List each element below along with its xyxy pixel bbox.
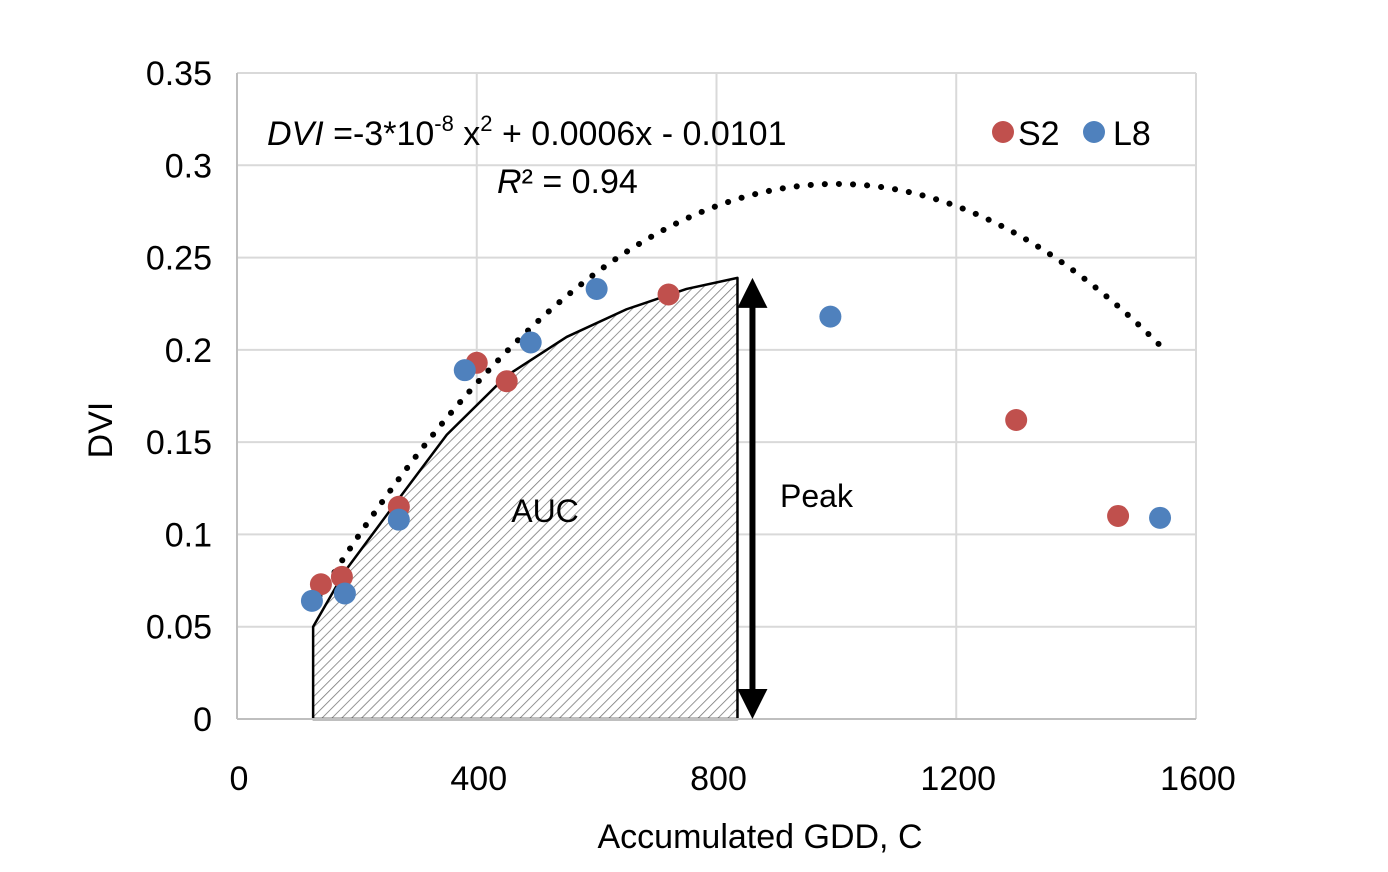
- data-point-l8: [300, 589, 323, 612]
- legend-marker-l8: [1083, 121, 1105, 143]
- data-point-s2: [657, 283, 680, 306]
- equation-variable: DVI: [267, 115, 324, 153]
- data-point-l8: [387, 508, 410, 531]
- r-squared-text: R² = 0.94: [497, 163, 638, 201]
- y-tick-label: 0.2: [165, 332, 212, 370]
- data-point-l8: [519, 331, 542, 354]
- tick-labels: 0 400 800 1200 1600 0 0.05 0.1 0.15 0.2 0.25 0.3 0.3…: [146, 55, 1236, 798]
- y-axis-label: DVI: [82, 402, 120, 459]
- equation-x: x: [454, 115, 480, 153]
- y-tick-label: 0.1: [165, 516, 212, 554]
- data-point-l8: [585, 277, 608, 300]
- x-tick-label: 800: [690, 760, 747, 798]
- equation-exponent-1: -8: [434, 111, 454, 136]
- data-point-s2: [330, 565, 353, 588]
- legend-marker-s2: [992, 121, 1014, 143]
- r-squared-variable: R: [497, 163, 522, 201]
- data-point-s2: [1005, 408, 1028, 431]
- y-tick-label: 0: [193, 701, 212, 739]
- data-point-l8: [819, 305, 842, 328]
- data-points: [300, 277, 1172, 612]
- x-tick-label: 1600: [1160, 760, 1236, 798]
- legend-label-s2: S2: [1018, 115, 1060, 153]
- x-tick-label: 0: [230, 760, 249, 798]
- legend: S2 L8: [992, 115, 1151, 153]
- equation-coefficient: =-3*10: [324, 115, 435, 153]
- equation-rest: + 0.0006x - 0.0101: [493, 115, 787, 153]
- y-tick-label: 0.25: [146, 240, 212, 278]
- y-tick-label: 0.3: [165, 147, 212, 185]
- data-point-l8: [333, 582, 356, 605]
- equation-exponent-2: 2: [480, 111, 492, 136]
- legend-label-l8: L8: [1113, 115, 1151, 153]
- data-point-s2: [1107, 504, 1130, 527]
- y-tick-label: 0.35: [146, 55, 212, 93]
- data-point-l8: [1149, 506, 1172, 529]
- data-point-s2: [309, 573, 332, 596]
- x-tick-label: 400: [450, 760, 507, 798]
- r-squared-value: ² = 0.94: [522, 163, 638, 201]
- y-tick-label: 0.05: [146, 609, 212, 647]
- equation-text: DVI =-3*10-8 x2 + 0.0006x - 0.0101: [267, 111, 787, 153]
- data-point-s2: [495, 370, 518, 393]
- auc-label: AUC: [511, 493, 579, 529]
- axes: [236, 73, 1196, 720]
- peak-label: Peak: [780, 478, 854, 514]
- x-axis-label: Accumulated GDD, C: [598, 818, 923, 856]
- y-tick-label: 0.15: [146, 424, 212, 462]
- x-tick-label: 1200: [920, 760, 996, 798]
- data-point-l8: [453, 359, 476, 382]
